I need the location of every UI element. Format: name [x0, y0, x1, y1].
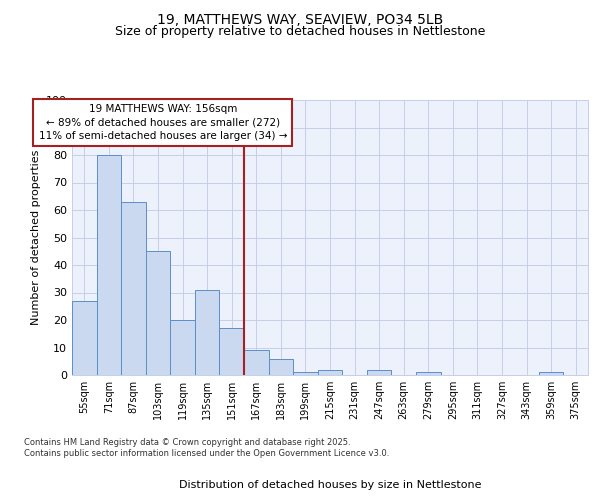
Bar	[244, 350, 269, 375]
Bar	[318, 370, 342, 375]
Text: 19 MATTHEWS WAY: 156sqm
← 89% of detached houses are smaller (272)
11% of semi-d: 19 MATTHEWS WAY: 156sqm ← 89% of detache…	[38, 104, 287, 141]
Bar	[195, 290, 220, 375]
Bar	[367, 370, 391, 375]
Text: 19, MATTHEWS WAY, SEAVIEW, PO34 5LB: 19, MATTHEWS WAY, SEAVIEW, PO34 5LB	[157, 12, 443, 26]
Y-axis label: Number of detached properties: Number of detached properties	[31, 150, 41, 325]
Text: Size of property relative to detached houses in Nettlestone: Size of property relative to detached ho…	[115, 25, 485, 38]
Bar	[121, 202, 146, 375]
Bar	[416, 372, 440, 375]
Bar	[539, 372, 563, 375]
Bar	[220, 328, 244, 375]
Bar	[293, 372, 318, 375]
Bar	[146, 251, 170, 375]
Bar	[269, 358, 293, 375]
Bar	[97, 155, 121, 375]
Text: Contains HM Land Registry data © Crown copyright and database right 2025.
Contai: Contains HM Land Registry data © Crown c…	[24, 438, 389, 458]
Bar	[170, 320, 195, 375]
Text: Distribution of detached houses by size in Nettlestone: Distribution of detached houses by size …	[179, 480, 481, 490]
Bar	[72, 300, 97, 375]
